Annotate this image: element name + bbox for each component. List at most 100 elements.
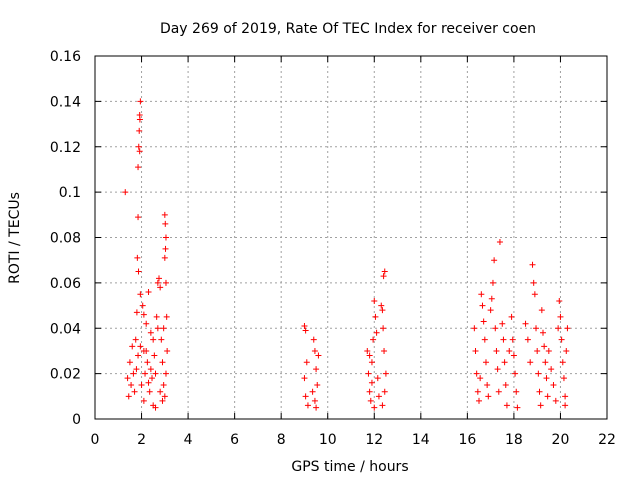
data-point	[303, 359, 310, 366]
y-tick-label: 0.02	[50, 367, 81, 383]
data-point	[506, 347, 513, 354]
data-point	[495, 388, 502, 395]
data-point	[510, 352, 517, 359]
data-point	[161, 393, 168, 400]
x-axis-title: GPS time / hours	[291, 459, 408, 475]
data-point	[485, 393, 492, 400]
data-point	[136, 127, 143, 134]
data-point	[130, 370, 137, 377]
data-point	[151, 352, 158, 359]
y-tick-label: 0.08	[50, 231, 81, 247]
data-point	[552, 397, 559, 404]
data-point	[562, 393, 569, 400]
data-point	[496, 239, 503, 246]
y-axis-title: ROTI / TECUs	[7, 192, 23, 284]
data-point	[128, 381, 135, 388]
data-point	[550, 381, 557, 388]
data-point	[159, 397, 166, 404]
chart-title: Day 269 of 2019, Rate Of TEC Index for r…	[160, 21, 536, 37]
data-point	[143, 320, 150, 327]
data-point	[543, 375, 550, 382]
x-tick-label: 8	[277, 432, 286, 448]
data-point	[163, 313, 170, 320]
data-point	[480, 318, 487, 325]
data-point	[503, 402, 510, 409]
data-point	[137, 343, 144, 350]
data-point	[135, 164, 142, 171]
data-point	[133, 309, 140, 316]
data-point	[140, 397, 147, 404]
data-point	[131, 388, 138, 395]
data-point	[478, 291, 485, 298]
data-point	[313, 366, 320, 373]
data-point	[563, 347, 570, 354]
data-point	[562, 402, 569, 409]
data-point	[315, 352, 322, 359]
data-point	[488, 295, 495, 302]
data-point	[157, 388, 164, 395]
y-tick-label: 0.16	[50, 49, 81, 65]
data-point	[473, 370, 480, 377]
data-point	[557, 313, 564, 320]
data-point	[311, 397, 318, 404]
data-point	[368, 379, 375, 386]
data-point	[135, 143, 142, 150]
data-point	[378, 302, 385, 309]
x-tick-label: 6	[230, 432, 239, 448]
data-point	[527, 359, 534, 366]
data-point	[372, 313, 379, 320]
data-point	[162, 234, 169, 241]
data-point	[537, 402, 544, 409]
data-point	[154, 279, 161, 286]
data-point	[159, 359, 166, 366]
data-point	[149, 375, 156, 382]
data-point	[154, 325, 161, 332]
data-point	[138, 381, 145, 388]
data-point	[140, 311, 147, 318]
data-point	[161, 211, 168, 218]
data-point	[132, 336, 139, 343]
data-point	[560, 375, 567, 382]
data-point	[157, 284, 164, 291]
data-point	[160, 325, 167, 332]
data-point	[370, 336, 377, 343]
data-point	[162, 220, 169, 227]
data-point	[135, 352, 142, 359]
data-point	[472, 347, 479, 354]
data-point	[314, 381, 321, 388]
y-tick-label: 0.04	[50, 321, 81, 337]
data-point	[484, 381, 491, 388]
data-point	[140, 347, 147, 354]
data-point	[474, 388, 481, 395]
x-tick-label: 14	[412, 432, 430, 448]
data-point	[301, 322, 308, 329]
data-point	[152, 370, 159, 377]
x-tick-label: 4	[184, 432, 193, 448]
x-tick-label: 2	[137, 432, 146, 448]
data-point	[162, 245, 169, 252]
data-point	[481, 336, 488, 343]
data-point	[487, 307, 494, 314]
x-tick-label: 18	[505, 432, 523, 448]
data-points	[122, 98, 571, 411]
data-point	[491, 257, 498, 264]
data-point	[533, 325, 540, 332]
data-point	[365, 370, 372, 377]
data-point	[479, 302, 486, 309]
data-point	[164, 347, 171, 354]
data-point	[368, 359, 375, 366]
data-point	[371, 404, 378, 411]
data-point	[152, 404, 159, 411]
data-point	[524, 336, 531, 343]
data-point	[156, 275, 162, 282]
data-point	[147, 329, 154, 336]
data-point	[477, 375, 484, 382]
data-point	[145, 379, 152, 386]
data-point	[145, 288, 152, 295]
data-point	[538, 307, 545, 314]
x-tick-label: 20	[552, 432, 570, 448]
x-tick-label: 12	[365, 432, 383, 448]
y-tick-label: 0.14	[50, 94, 81, 110]
data-point	[133, 366, 140, 373]
data-point	[476, 397, 482, 404]
